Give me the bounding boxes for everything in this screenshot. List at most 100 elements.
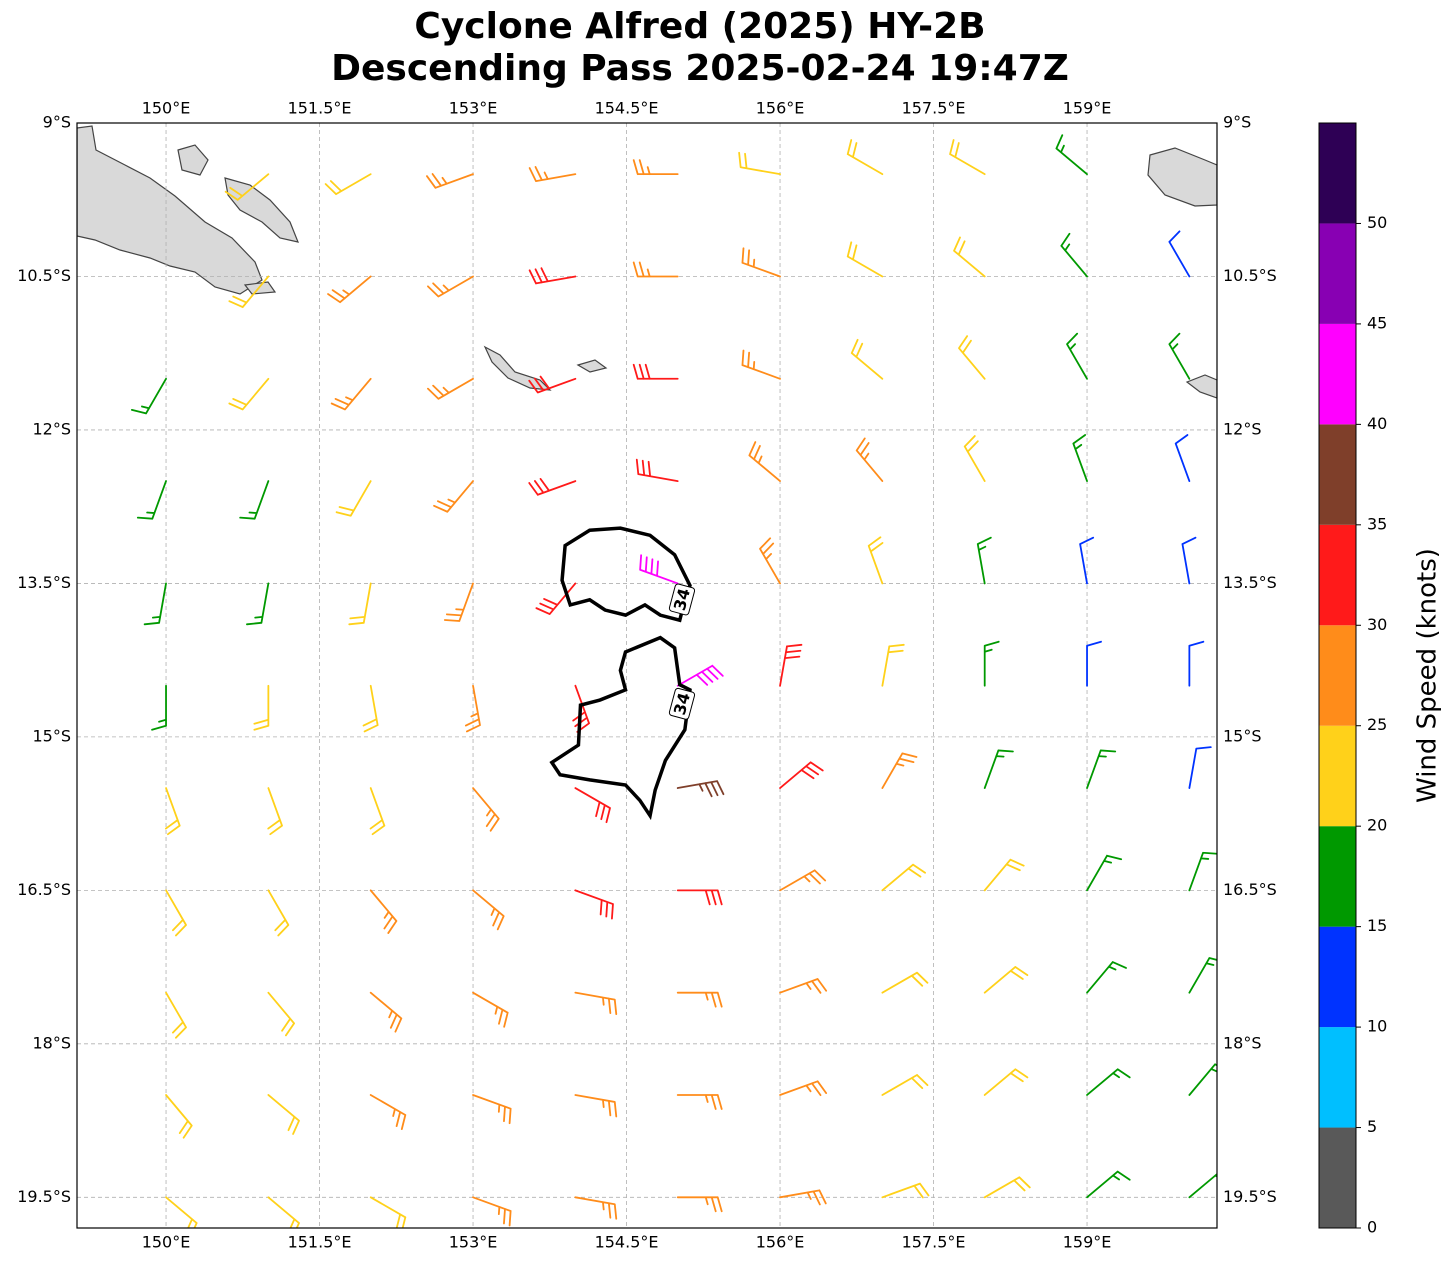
wind-barb — [855, 437, 884, 483]
y-tick-label: 13.5°S — [17, 573, 71, 592]
wind-barb — [676, 664, 724, 687]
wind-barb — [528, 166, 577, 183]
wind-barb — [1086, 749, 1117, 789]
x-tick-label: 150°E — [142, 99, 191, 118]
colorbar-tick-label: 5 — [1367, 1117, 1377, 1136]
wind-barb — [267, 1196, 300, 1228]
wind-barb — [779, 761, 824, 789]
wind-barb — [165, 991, 187, 1039]
wind-barb — [1188, 746, 1212, 789]
wind-barb — [335, 480, 372, 517]
map-frame — [76, 122, 1218, 1229]
wind-barb — [443, 582, 474, 622]
wind-barb — [1188, 851, 1217, 892]
wind-barb — [324, 173, 372, 196]
colorbar-tick-label: 45 — [1367, 313, 1387, 332]
wind-barb — [632, 261, 679, 278]
x-tick-label: 153°E — [449, 99, 498, 118]
wind-barb — [1072, 434, 1088, 483]
y-tick-label: 9°S — [1223, 113, 1251, 132]
wind-barb — [472, 889, 505, 931]
wind-barb — [348, 582, 372, 626]
wind-barb — [239, 480, 270, 520]
colorbar-tick-label: 25 — [1367, 715, 1387, 734]
wind-barb — [574, 1196, 618, 1220]
colorbar-tick-label: 0 — [1367, 1218, 1377, 1237]
colorbar-frame — [1318, 122, 1357, 1229]
colorbar-tick-label: 50 — [1367, 213, 1387, 232]
wind-barb — [881, 863, 926, 892]
wind-barb — [143, 582, 167, 626]
wind-barb — [472, 787, 500, 832]
x-tick-label: 154.5°E — [595, 1233, 659, 1252]
y-tick-label: 12°S — [32, 419, 71, 438]
wind-barb — [267, 787, 283, 836]
wind-barb — [464, 684, 481, 733]
contour-label: 34 — [668, 583, 696, 616]
wind-barb — [881, 1182, 930, 1199]
wind-barb — [267, 991, 295, 1037]
colorbar-segment — [1319, 725, 1356, 827]
wind-barb — [224, 173, 270, 201]
wind-barb — [1079, 536, 1095, 585]
wind-barb — [574, 991, 618, 1015]
y-tick-label: 15°S — [32, 726, 71, 745]
colorbar-segment — [1319, 826, 1356, 927]
wind-barb — [881, 971, 929, 994]
wind-barb — [983, 858, 1025, 892]
wind-barb — [983, 1068, 1029, 1096]
contour-label: 34 — [668, 687, 696, 720]
wind-barb — [676, 1094, 723, 1110]
x-tick-label: 156°E — [756, 1233, 805, 1252]
contour-label-box — [668, 583, 696, 616]
wind-barb — [1066, 332, 1088, 380]
y-tick-label: 15°S — [1223, 726, 1262, 745]
y-tick-label: 18°S — [32, 1033, 71, 1052]
wind-barb — [1086, 1170, 1131, 1199]
contour-line — [549, 635, 692, 821]
wind-barb — [738, 151, 781, 176]
wind-barb — [574, 787, 611, 824]
wind-barb — [253, 684, 270, 731]
wind-barb — [472, 1196, 512, 1227]
land — [77, 125, 263, 295]
wind-barb — [136, 480, 167, 520]
wind-barb — [759, 537, 781, 585]
wind-barb — [369, 1196, 407, 1228]
title: Cyclone Alfred (2025) HY-2B — [414, 6, 985, 47]
x-tick-label: 157.5°E — [902, 99, 966, 118]
wind-barb — [369, 1094, 407, 1131]
wind-barb — [867, 536, 884, 585]
wind-barb — [850, 338, 884, 380]
x-tick-label: 159°E — [1063, 99, 1112, 118]
wind-barb — [748, 441, 781, 483]
colorbar-segment — [1319, 123, 1356, 224]
x-tick-label: 156°E — [756, 99, 805, 118]
wind-barb — [983, 1176, 1031, 1199]
wind-barb — [983, 640, 1000, 687]
wind-barb — [330, 377, 372, 411]
wind-barb — [639, 554, 679, 585]
y-tick-label: 16.5°S — [17, 880, 71, 899]
y-tick-label: 12°S — [1223, 419, 1262, 438]
wind-barb — [779, 1080, 828, 1097]
colorbar-tick-label: 10 — [1367, 1017, 1387, 1036]
wind-barb — [1086, 961, 1127, 994]
wind-barb — [983, 966, 1029, 994]
wind-barb — [528, 375, 577, 394]
wind-barb — [1055, 134, 1088, 176]
wind-barb — [427, 377, 474, 400]
contour-line — [560, 526, 692, 623]
wind-barb — [741, 247, 781, 278]
y-tick-label: 18°S — [1223, 1033, 1262, 1052]
subtitle: Descending Pass 2025-02-24 19:47Z — [331, 48, 1069, 89]
land — [1147, 147, 1217, 207]
wind-barb — [1174, 434, 1191, 483]
land — [224, 177, 299, 243]
y-tick-label: 10.5°S — [17, 266, 71, 285]
wind-barb — [779, 1189, 827, 1206]
wind-barb — [676, 991, 723, 1008]
wind-barb — [632, 363, 679, 380]
wind-barb — [574, 1094, 618, 1118]
